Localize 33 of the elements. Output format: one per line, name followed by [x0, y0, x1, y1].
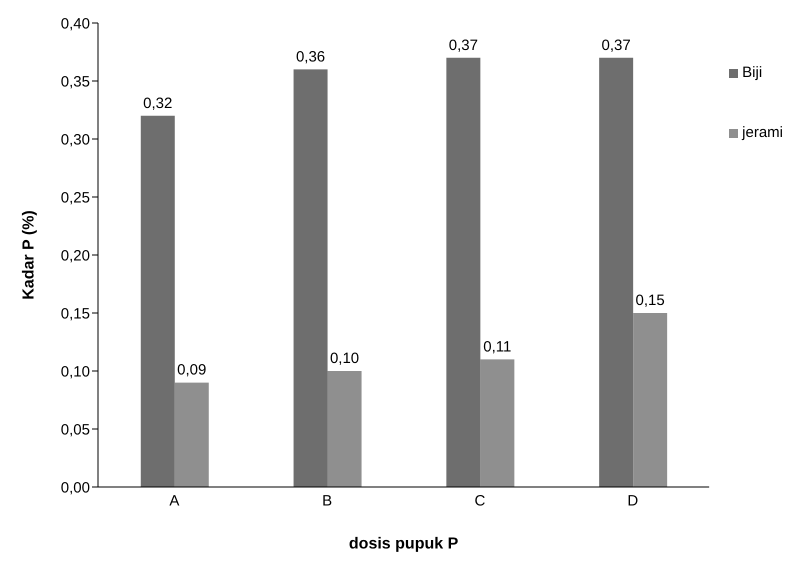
y-tick-label: 0,10	[60, 363, 90, 380]
y-axis-title: Kadar P (%)	[20, 210, 38, 300]
legend-label: Biji	[742, 64, 762, 81]
y-tick-label: 0,35	[60, 73, 90, 90]
y-tick-label: 0,00	[60, 479, 90, 496]
bar	[174, 382, 209, 487]
data-label: 0,37	[602, 36, 631, 54]
bar	[294, 69, 328, 487]
data-label: 0,10	[330, 350, 360, 367]
x-tick-label: D	[627, 492, 638, 510]
y-tick-label: 0,15	[60, 305, 90, 322]
x-tick-label: C	[474, 492, 486, 510]
legend-label: jerami	[742, 124, 783, 141]
x-tick-label: A	[169, 492, 180, 510]
data-label: 0,09	[177, 362, 206, 379]
bar	[480, 359, 514, 487]
data-label: 0,11	[483, 338, 512, 356]
bar	[446, 58, 480, 487]
y-tick-label: 0,25	[60, 189, 90, 206]
y-tick-label: 0,20	[60, 247, 90, 264]
data-label: 0,37	[448, 36, 478, 54]
x-tick-label: B	[322, 492, 332, 510]
bar	[328, 371, 362, 487]
x-axis-title: dosis pupuk P	[348, 535, 459, 552]
data-label: 0,36	[296, 48, 326, 66]
data-label: 0,15	[636, 292, 665, 309]
y-tick-label: 0,30	[60, 131, 90, 148]
bar	[140, 116, 175, 487]
bar	[633, 313, 668, 487]
y-tick-label: 0,05	[60, 421, 90, 438]
bar	[599, 58, 634, 487]
data-label: 0,32	[143, 94, 172, 112]
y-tick-label: 0,40	[60, 15, 90, 32]
